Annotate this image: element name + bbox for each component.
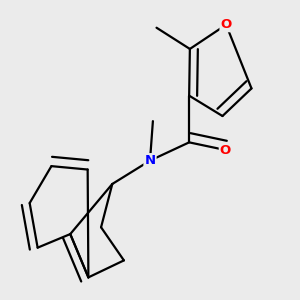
Text: O: O <box>220 143 231 157</box>
Text: N: N <box>144 154 156 167</box>
Text: O: O <box>220 18 232 31</box>
